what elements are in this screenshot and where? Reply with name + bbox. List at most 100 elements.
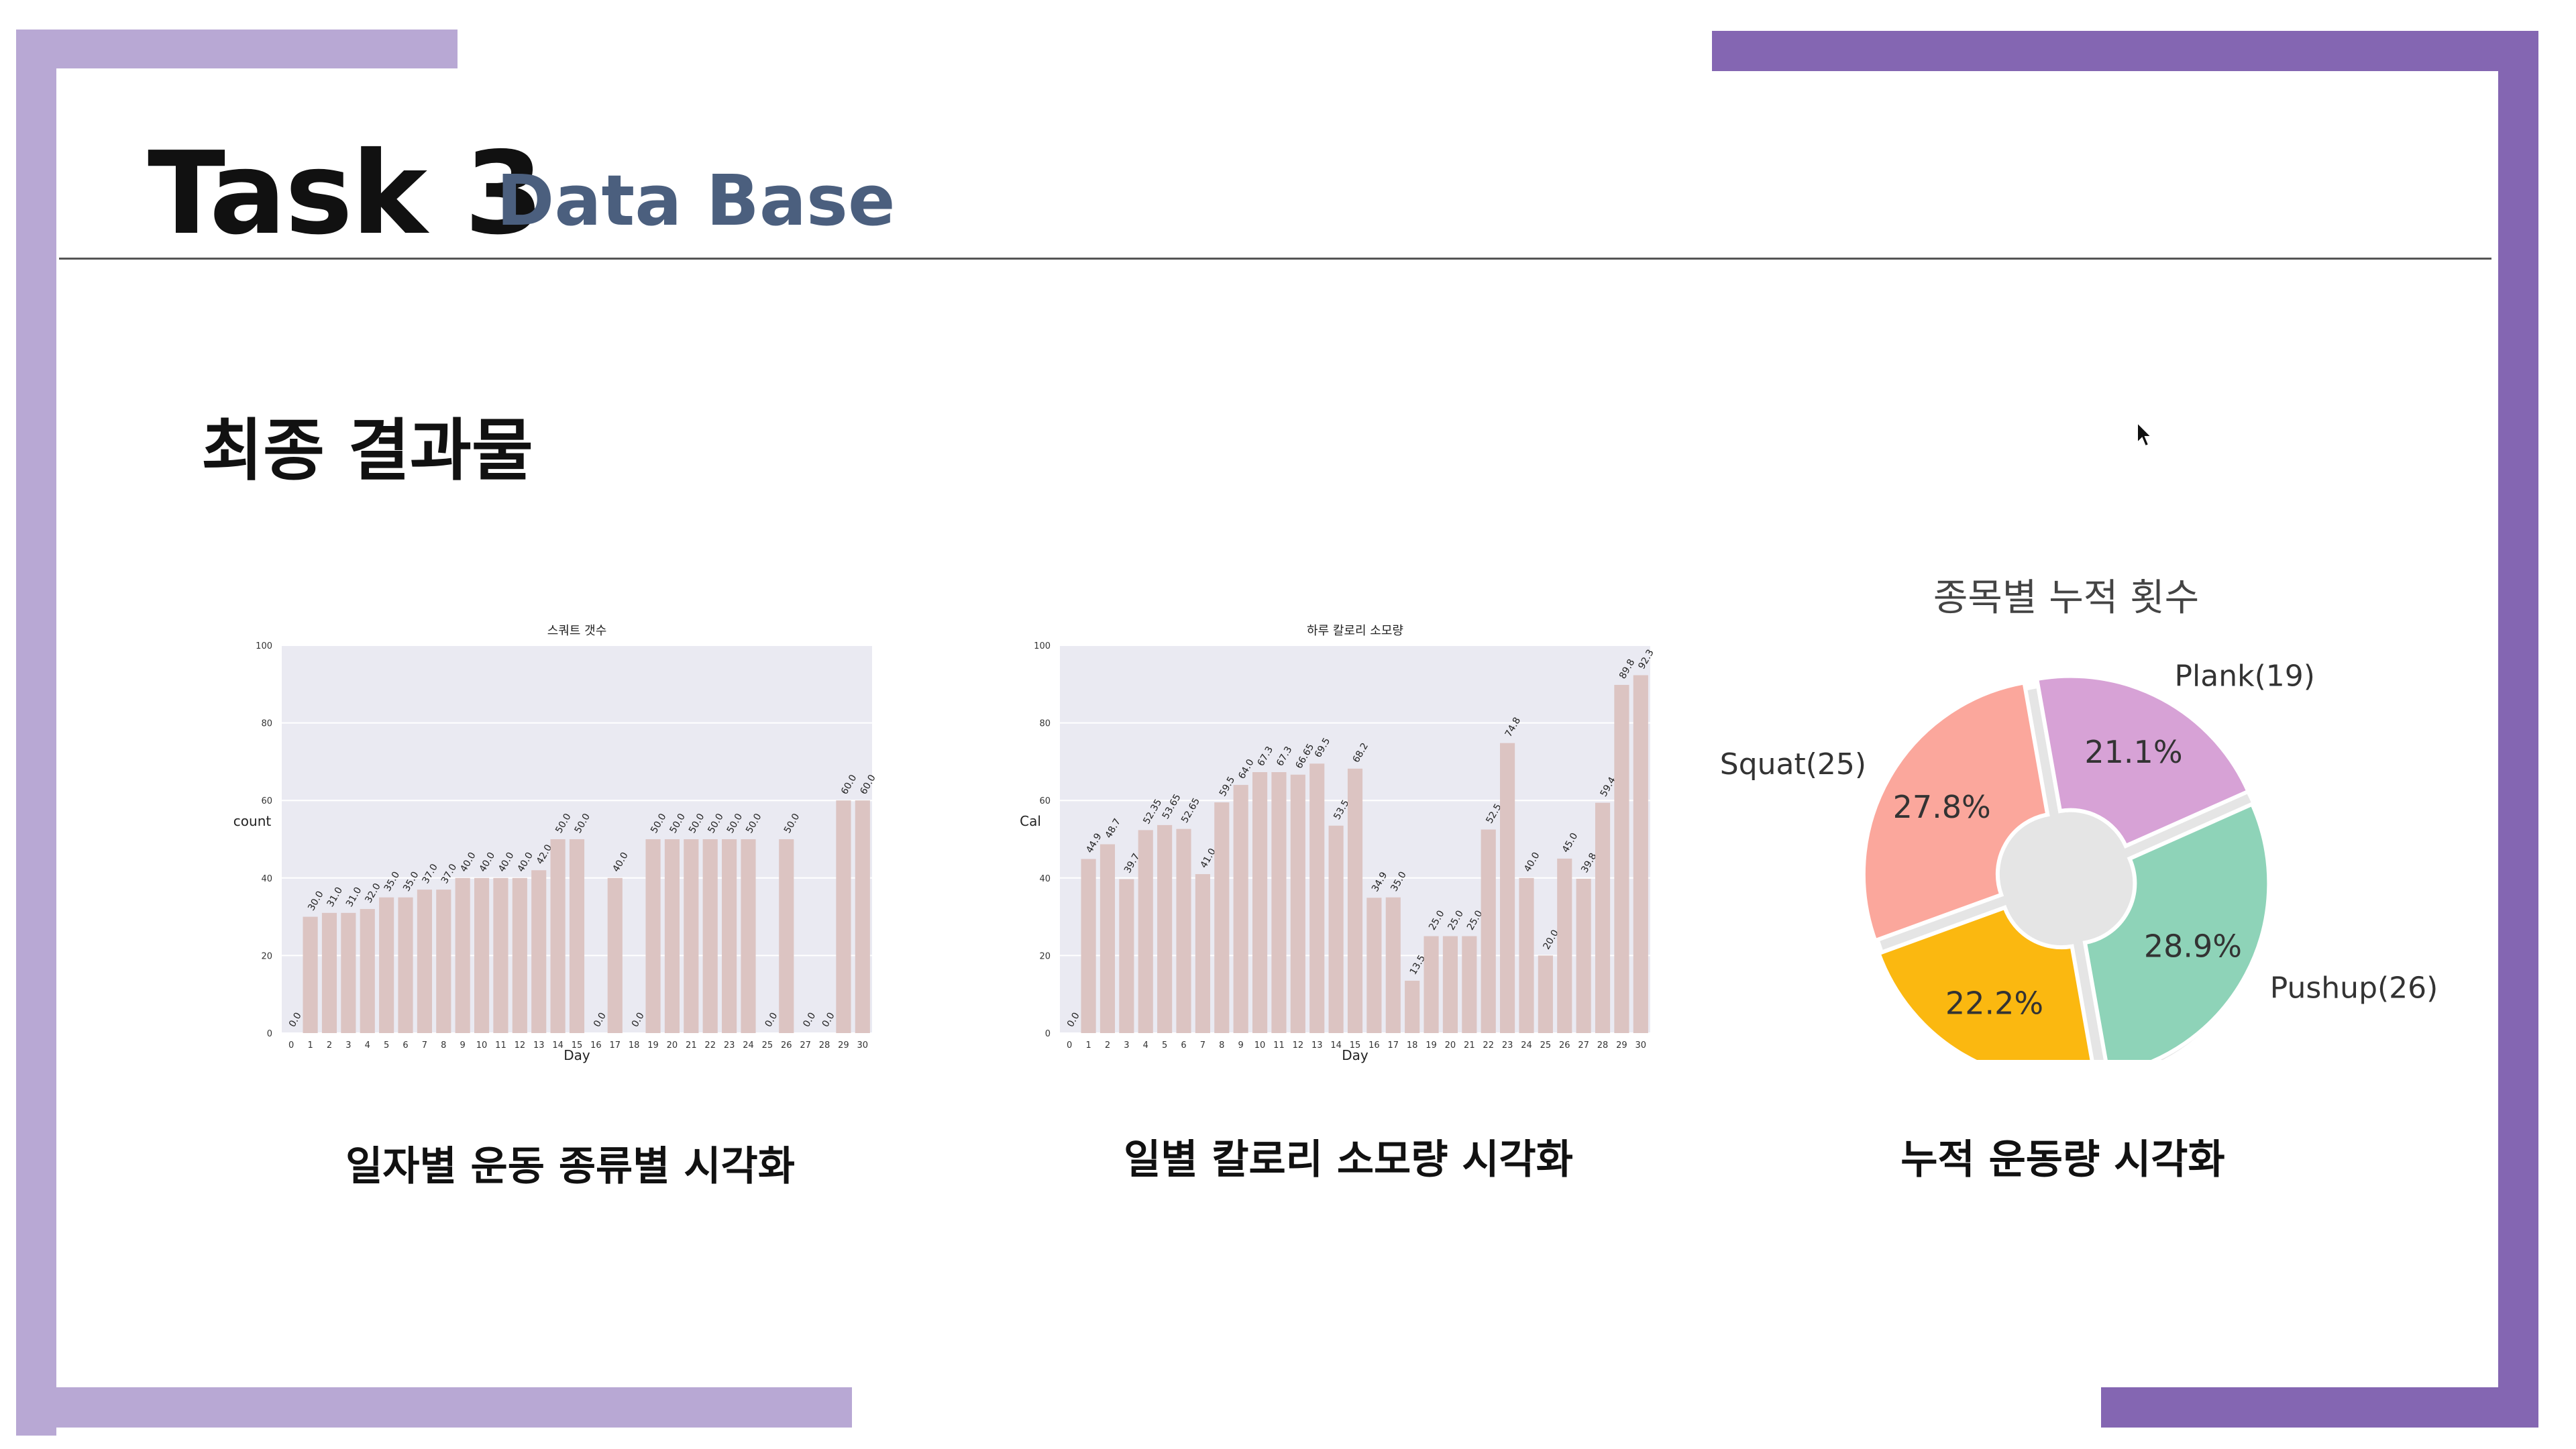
bar [550,839,566,1033]
x-tick-label: 1 [1085,1040,1091,1051]
bar [1500,743,1515,1033]
x-tick-label: 24 [743,1040,754,1051]
pie-percent-label: 22.2% [1945,985,2043,1021]
x-tick-label: 1 [307,1040,313,1051]
pie-slice-label: Plank(19) [2174,659,2314,693]
y-tick-label: 20 [1039,951,1051,961]
bar [779,839,794,1033]
x-tick-label: 13 [533,1040,545,1051]
y-tick-label: 40 [261,874,272,884]
pie-slice [2034,674,2251,849]
x-tick-label: 9 [460,1040,466,1051]
pie-percent-label: 28.9% [2144,928,2242,964]
pie-slice-label: Squat(25) [1720,747,1866,782]
y-tick-label: 80 [261,719,272,729]
bar [1233,785,1248,1033]
x-tick-label: 3 [1124,1040,1129,1051]
bar [1462,936,1477,1033]
pie-slice [1861,680,2050,944]
y-axis-label: Cal [1020,813,1041,829]
x-tick-label: 16 [590,1040,602,1051]
bar [1405,980,1420,1033]
x-tick-label: 25 [1540,1040,1552,1051]
x-tick-label: 0 [288,1040,294,1051]
x-tick-label: 4 [1143,1040,1148,1051]
x-tick-label: 14 [1330,1040,1342,1051]
bar [1385,897,1401,1033]
mouse-cursor-icon [2137,421,2153,447]
y-tick-label: 100 [256,641,272,651]
frame-top-left-bar [16,30,458,68]
x-tick-label: 0 [1067,1040,1072,1051]
x-tick-label: 12 [1293,1040,1304,1051]
y-tick-label: 100 [1034,641,1051,651]
x-tick-label: 5 [384,1040,389,1051]
y-tick-label: 0 [267,1029,272,1039]
x-axis-label: Day [1342,1047,1368,1063]
x-tick-label: 15 [572,1040,583,1051]
x-tick-label: 14 [552,1040,564,1051]
bar [741,839,756,1033]
bar [855,800,870,1033]
bar [436,890,451,1033]
bar [836,800,851,1033]
bar [512,877,527,1033]
x-tick-label: 19 [1426,1040,1437,1051]
x-tick-label: 12 [515,1040,526,1051]
frame-bottom-right-bar [2101,1387,2538,1428]
x-tick-label: 30 [857,1040,869,1051]
bar [1424,936,1439,1033]
x-tick-label: 2 [1105,1040,1110,1051]
bar [360,909,375,1033]
bar [684,839,699,1033]
x-tick-label: 28 [819,1040,830,1051]
bar [379,897,394,1033]
x-tick-label: 13 [1311,1040,1323,1051]
bar [1519,877,1534,1033]
bar [1595,802,1611,1033]
x-tick-label: 8 [441,1040,446,1051]
bar [702,839,718,1033]
x-tick-label: 15 [1350,1040,1361,1051]
bar [1442,936,1458,1033]
x-tick-label: 4 [365,1040,370,1051]
x-tick-label: 6 [402,1040,408,1051]
bar [474,877,490,1033]
x-tick-label: 26 [1559,1040,1570,1051]
slide-subtitle: Data Base [496,160,896,241]
x-tick-label: 5 [1162,1040,1167,1051]
x-tick-label: 17 [1388,1040,1399,1051]
bar [1633,675,1648,1033]
bar [722,839,737,1033]
x-tick-label: 28 [1597,1040,1609,1051]
pie-slice [2082,801,2271,1060]
x-tick-label: 7 [422,1040,427,1051]
x-tick-label: 22 [1483,1040,1494,1051]
bar [1328,825,1344,1033]
bar [1081,859,1096,1033]
bar [1366,898,1382,1033]
x-tick-label: 24 [1521,1040,1532,1051]
bar [455,877,470,1033]
bar [321,912,337,1033]
y-tick-label: 60 [261,796,272,806]
bar [664,839,680,1033]
cumulative-exercise-pie-chart: 28.9% Pushup(26) 21.1% Plank(19) 27.8% Squat(… [1720,576,2438,1060]
bar [1576,878,1591,1033]
bar [1557,858,1572,1033]
bar [1614,684,1629,1033]
caption-daily-exercise: 일자별 운동 종류별 시각화 [345,1143,795,1190]
bar [398,897,413,1033]
caption-cumulative: 누적 운동량 시각화 [1900,1136,2225,1183]
x-tick-label: 20 [667,1040,678,1051]
slide-title: Task 3 [148,127,543,260]
title-divider [59,258,2491,260]
x-tick-label: 26 [781,1040,792,1051]
pie-percent-label: 27.8% [1893,789,1991,825]
frame-top-right-bar [1712,31,2538,71]
bar [1290,774,1305,1033]
x-tick-label: 22 [704,1040,716,1051]
chart-title: 종목별 누적 횟수 [1933,576,2199,620]
x-tick-label: 10 [476,1040,488,1051]
bar [1538,955,1553,1033]
